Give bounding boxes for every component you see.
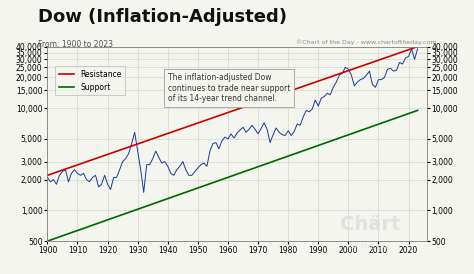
Text: From: 1900 to 2023: From: 1900 to 2023 [38,40,113,49]
Text: Dow (Inflation-Adjusted): Dow (Inflation-Adjusted) [38,8,287,26]
Text: OF THE DAY: OF THE DAY [349,244,391,250]
Text: ©Chart of the Day - www.chartoftheday.com: ©Chart of the Day - www.chartoftheday.co… [296,40,436,45]
Text: Chärt: Chärt [339,215,400,234]
Legend: Resistance, Support: Resistance, Support [55,66,126,95]
Text: The inflation-adjusted Dow
continues to trade near support
of its 14-year trend : The inflation-adjusted Dow continues to … [168,73,290,103]
